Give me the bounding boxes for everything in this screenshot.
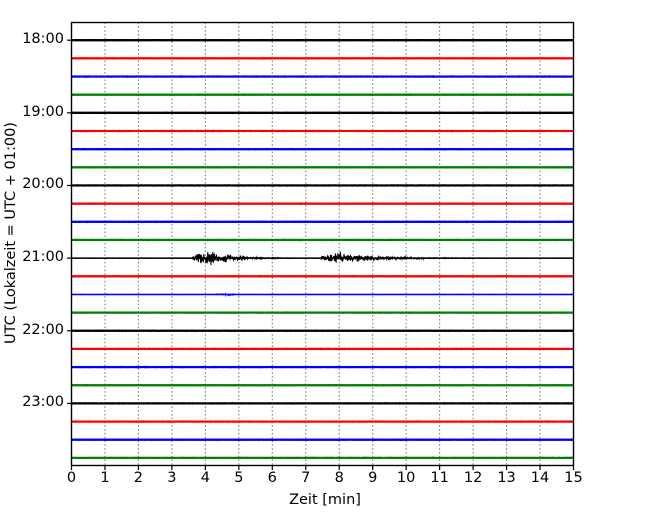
x-tick-label: 4 (200, 470, 210, 486)
x-tick-label: 14 (530, 470, 550, 486)
x-tick-label: 0 (66, 470, 77, 486)
x-tick-label: 5 (234, 470, 244, 486)
plot-frame (70, 21, 575, 467)
seismic-traces (70, 38, 575, 460)
y-tick-label: 21:00 (22, 249, 64, 266)
axes-frame (70, 21, 575, 467)
vertical-gridlines (104, 22, 541, 466)
x-axis-label-text: Zeit [min] (289, 492, 361, 508)
x-tick-label: 15 (564, 470, 583, 486)
axis-tick-marks (67, 39, 575, 470)
x-tick-label: 9 (368, 470, 378, 486)
y-tick-label: 20:00 (22, 176, 64, 193)
x-tick-label: 12 (463, 470, 483, 486)
y-tick-label: 23:00 (22, 394, 64, 411)
y-tick-label: 22:00 (22, 321, 64, 338)
x-tick-label: 1 (100, 470, 110, 486)
x-tick-label: 13 (497, 470, 516, 486)
x-tick-label: 8 (334, 470, 344, 486)
x-tick-label: 3 (167, 470, 177, 486)
x-tick-label: 10 (396, 470, 416, 486)
x-tick-label: 7 (301, 470, 311, 486)
x-tick-label: 11 (430, 470, 449, 486)
y-tick-label: 18:00 (22, 31, 64, 48)
x-tick-label: 6 (267, 470, 277, 486)
x-tick-label: 2 (133, 470, 144, 486)
y-tick-label: 19:00 (22, 103, 64, 120)
y-axis-label-text: UTC (Lokalzeit = UTC + 01:00) (3, 121, 19, 344)
